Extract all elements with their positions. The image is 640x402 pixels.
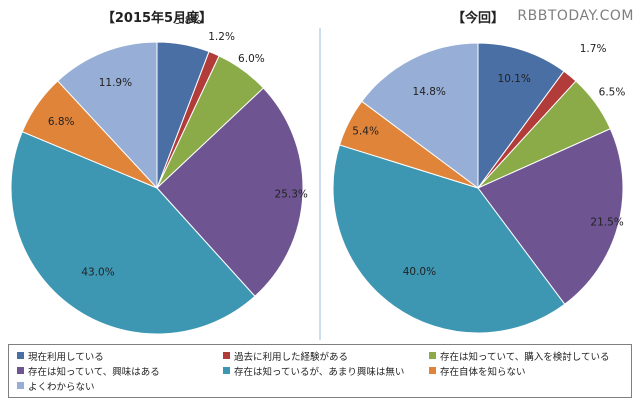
pie-data-label: 6.5% [599,86,626,98]
legend-swatch [223,367,230,374]
pie-data-label: 5.4% [352,126,379,138]
legend-label: 過去に利用した経験がある [234,351,349,363]
pie-data-label: 5.8% [175,15,202,27]
legend-swatch [17,352,24,359]
legend-swatch [17,367,24,374]
pie-title-2015-may: 【2015年5月度】 [102,10,212,26]
pie-data-label: 21.5% [590,217,623,229]
pie-data-label: 1.7% [580,43,607,55]
legend-label: 存在は知っていて、興味はある [28,366,160,378]
pie-data-label: 6.8% [48,116,75,128]
pie-data-label: 25.3% [275,189,308,201]
legend-label: よくわからない [28,381,95,393]
legend-label: 現在利用している [28,351,104,363]
pie-data-label: 11.9% [99,77,132,89]
legend: 現在利用している 過去に利用した経験がある 存在は知っていて、購入を検討している 存在… [8,344,632,398]
pie-slice [477,128,624,305]
legend-swatch [17,382,24,389]
pie-slice [477,42,565,190]
legend-item: 現在利用している [17,348,223,363]
watermark-text: RBBTODAY.COM [517,8,634,24]
pie-data-label: 6.0% [238,53,265,65]
legend-label: 存在は知っているが、あまり興味は無い [234,366,405,378]
legend-item: 存在は知っているが、あまり興味は無い [223,363,429,378]
legend-label: 存在自体を知らない [440,366,526,378]
legend-swatch [429,367,436,374]
pie-title-current: 【今回】 [452,10,504,26]
pie-data-label: 1.2% [208,31,235,43]
legend-item: よくわからない [17,378,223,393]
legend-swatch [429,352,436,359]
legend-item: 過去に利用した経験がある [223,348,429,363]
pie-data-label: 14.8% [413,86,446,98]
pie-slice [10,131,256,335]
pie-slice [57,41,158,190]
legend-item: 存在自体を知らない [429,363,635,378]
pie-current: 10.1% 1.7% 6.5% 21.5% 40.0% 5.4% 14.8% [332,42,626,334]
pie-data-label: 40.0% [403,266,436,278]
pie-slice [361,42,479,189]
legend-swatch [223,352,230,359]
legend-item: 存在は知っていて、興味はある [17,363,223,378]
pie-data-label: 43.0% [81,266,114,278]
pie-2015-may: 5.8% 1.2%6.0% 25.3% 43.0% 6.8% 11.9% [10,15,308,335]
legend-label: 存在は知っていて、購入を検討している [440,351,610,363]
pie-slice [332,144,566,334]
pie-data-label: 10.1% [498,73,531,85]
legend-item: 存在は知っていて、購入を検討している [429,348,635,363]
pie-slice [156,87,304,297]
